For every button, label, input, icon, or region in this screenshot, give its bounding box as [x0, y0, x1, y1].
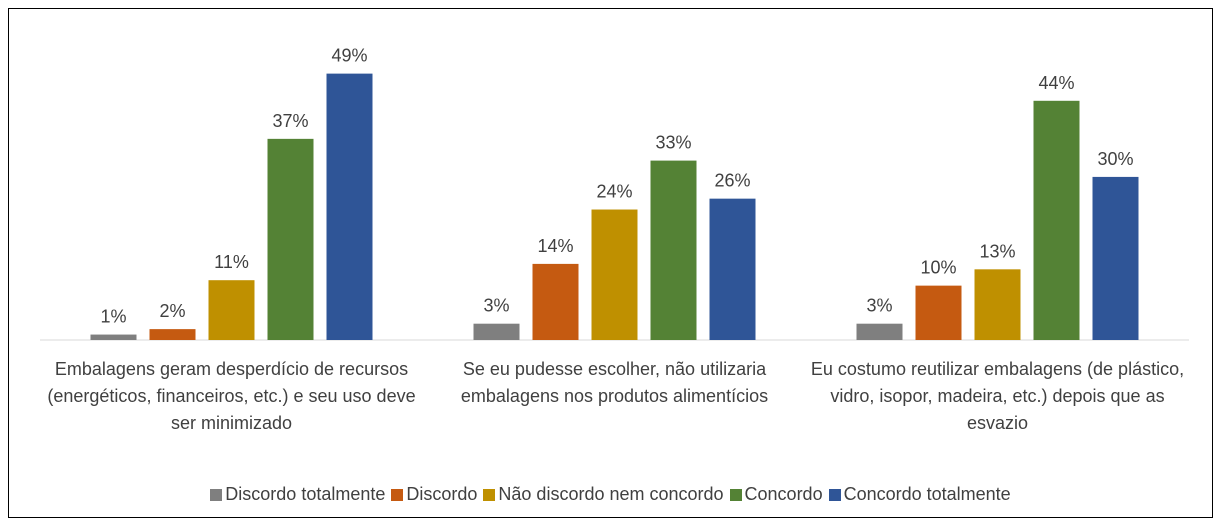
legend-swatch: [828, 488, 841, 501]
data-label: 2%: [159, 301, 185, 321]
bar: [267, 138, 314, 340]
bar: [709, 198, 756, 340]
bar: [532, 263, 579, 340]
data-label: 10%: [920, 258, 956, 278]
bar: [650, 160, 697, 340]
legend: Discordo totalmente Discordo Não discordo …: [0, 484, 1221, 505]
legend-label: Discordo: [406, 484, 478, 504]
legend-item: Concordo totalmente: [828, 484, 1011, 505]
chart-border: [8, 8, 1213, 518]
data-label: 11%: [214, 252, 249, 272]
data-label: 26%: [714, 171, 750, 191]
legend-item: Discordo totalmente: [210, 484, 385, 505]
data-label: 44%: [1038, 73, 1074, 93]
data-label: 3%: [483, 296, 509, 316]
legend-swatch: [391, 488, 404, 501]
legend-item: Discordo: [391, 484, 477, 505]
bar: [856, 323, 903, 340]
legend-swatch: [483, 488, 496, 501]
bar: [473, 323, 520, 340]
legend-label: Concordo: [744, 484, 823, 504]
bar: [1033, 100, 1080, 340]
bar: [1092, 176, 1139, 340]
x-tick-label: Eu costumo reutilizar embalagens (de plá…: [810, 359, 1185, 433]
x-tick-label: Se eu pudesse escolher, não utilizaria e…: [460, 359, 769, 406]
legend-label: Não discordo nem concordo: [498, 484, 724, 504]
legend-item: Concordo: [729, 484, 823, 505]
data-label: 49%: [331, 46, 367, 66]
data-label: 13%: [979, 241, 1015, 261]
data-label: 33%: [655, 133, 691, 153]
x-tick-label: Embalagens geram desperdício de recursos…: [47, 359, 416, 433]
legend-label: Concordo totalmente: [843, 484, 1011, 504]
data-label: 14%: [537, 236, 573, 256]
bar: [974, 269, 1021, 340]
legend-swatch: [729, 488, 742, 501]
data-label: 37%: [272, 111, 308, 131]
legend-swatch: [210, 488, 223, 501]
bar: [149, 329, 196, 340]
data-label: 30%: [1097, 149, 1133, 169]
bar: [208, 280, 255, 340]
bar: [915, 285, 962, 340]
legend-item: Não discordo nem concordo: [483, 484, 724, 505]
bar: [326, 73, 373, 341]
data-label: 3%: [866, 296, 892, 316]
bar: [90, 334, 137, 340]
data-label: 1%: [100, 307, 126, 327]
data-label: 24%: [596, 182, 632, 202]
bar: [591, 209, 638, 340]
legend-label: Discordo totalmente: [225, 484, 386, 504]
